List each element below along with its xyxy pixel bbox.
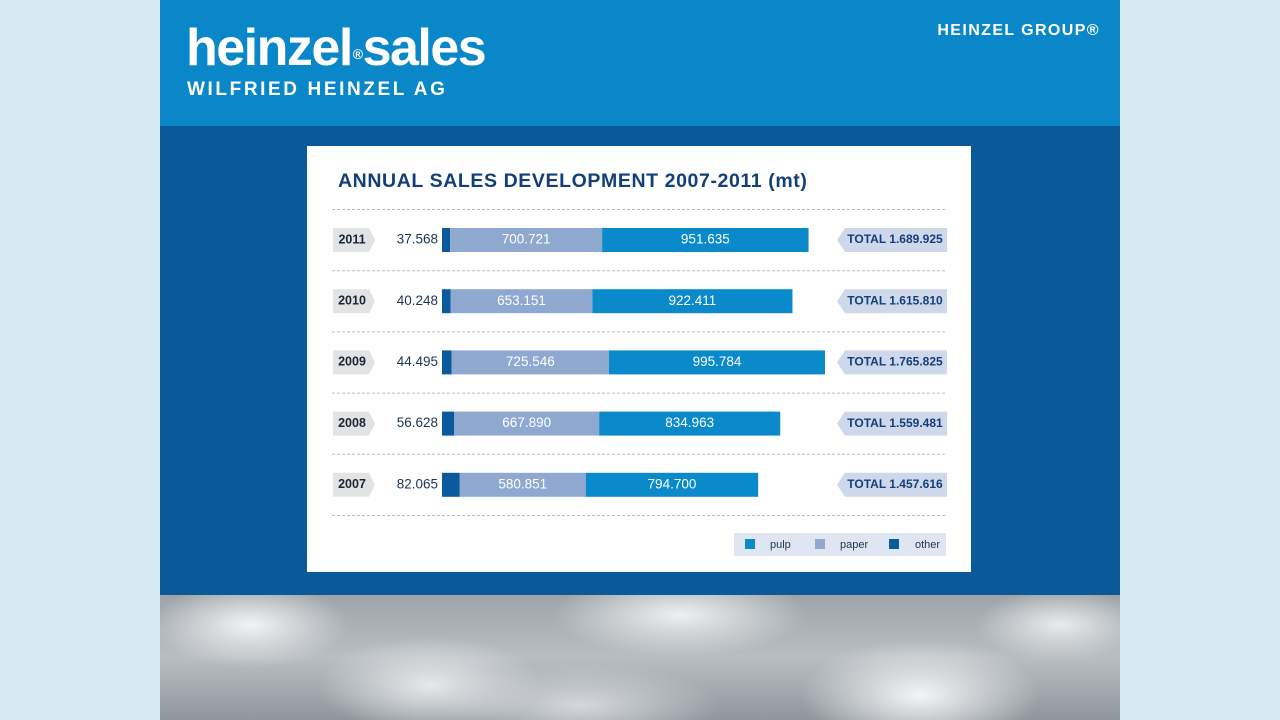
- total-tag: [837, 289, 947, 314]
- total-label: TOTAL 1.559.481: [847, 416, 943, 430]
- paper-value-label: 653.151: [497, 293, 546, 308]
- brand-logo-registered-mark: ®: [352, 46, 363, 62]
- total-tag: [837, 228, 947, 252]
- other-value-label: 40.248: [397, 293, 438, 308]
- legend-swatch-paper: [815, 539, 825, 549]
- brand-logo-part2: sales: [362, 19, 487, 77]
- bar-pulp: [585, 472, 759, 497]
- bar-other: [442, 472, 460, 497]
- bar-paper: [450, 228, 603, 252]
- bar-paper: [451, 350, 610, 375]
- year-label: 2009: [338, 355, 366, 369]
- total-label: TOTAL 1.765.825: [847, 355, 943, 369]
- paper-value-label: 580.851: [498, 476, 547, 491]
- legend-label-paper: paper: [840, 539, 868, 551]
- bar-other: [442, 228, 451, 252]
- bar-pulp: [602, 228, 809, 252]
- chart-card: ANNUAL SALES DEVELOPMENT 2007-2011 (mt) …: [307, 146, 971, 572]
- other-value-label: 44.495: [397, 354, 438, 369]
- other-value-label: 56.628: [397, 415, 438, 430]
- legend-box: [734, 533, 946, 556]
- brand-logo-part1: heinzel: [186, 19, 353, 77]
- bar-pulp: [609, 350, 825, 375]
- year-label: 2011: [338, 232, 365, 246]
- clouds-image: [160, 595, 1120, 720]
- bar-pulp: [592, 289, 793, 314]
- paper-value-label: 725.546: [506, 354, 555, 369]
- total-tag: [837, 472, 947, 497]
- year-tag: [333, 350, 375, 375]
- company-subtitle: WILFRIED HEINZEL AG: [187, 79, 448, 100]
- year-tag: [333, 411, 375, 436]
- legend-label-pulp: pulp: [770, 539, 791, 551]
- chart-title: ANNUAL SALES DEVELOPMENT 2007-2011 (mt): [338, 170, 808, 192]
- bar-paper: [459, 472, 586, 497]
- chart-svg: 2011 37.568 700.721 951.635 TOTAL 1.689.925 2…: [332, 209, 947, 556]
- pulp-value-label: 794.700: [648, 476, 697, 491]
- legend-swatch-other: [889, 539, 899, 549]
- bar-other: [442, 350, 452, 375]
- total-tag: [837, 411, 947, 436]
- pulp-value-label: 995.784: [693, 354, 742, 369]
- pulp-value-label: 922.411: [669, 293, 717, 308]
- total-tag: [837, 350, 947, 375]
- other-value-label: 82.065: [397, 476, 438, 491]
- year-tag: [333, 289, 375, 314]
- year-label: 2008: [338, 416, 366, 430]
- bar-paper: [454, 411, 600, 436]
- year-tag: [333, 228, 375, 252]
- year-tag: [333, 472, 375, 497]
- paper-value-label: 667.890: [502, 415, 551, 430]
- bar-other: [442, 411, 455, 436]
- paper-value-label: 700.721: [502, 232, 551, 247]
- pulp-value-label: 834.963: [665, 415, 714, 430]
- group-label: HEINZEL GROUP®: [937, 22, 1100, 39]
- bar-other: [442, 289, 451, 314]
- year-label: 2007: [338, 477, 366, 491]
- brand-logo: heinzel®sales: [186, 18, 487, 78]
- legend-label-other: other: [915, 539, 940, 551]
- total-label: TOTAL 1.457.616: [847, 477, 943, 491]
- year-label: 2010: [338, 293, 366, 307]
- total-label: TOTAL 1.689.925: [847, 232, 943, 246]
- bar-pulp: [599, 411, 781, 436]
- bar-paper: [450, 289, 593, 314]
- pulp-value-label: 951.635: [681, 232, 730, 247]
- legend-swatch-pulp: [745, 539, 755, 549]
- header-bar: heinzel®sales WILFRIED HEINZEL AG HEINZE…: [160, 0, 1120, 126]
- total-label: TOTAL 1.615.810: [847, 293, 943, 307]
- other-value-label: 37.568: [397, 232, 438, 247]
